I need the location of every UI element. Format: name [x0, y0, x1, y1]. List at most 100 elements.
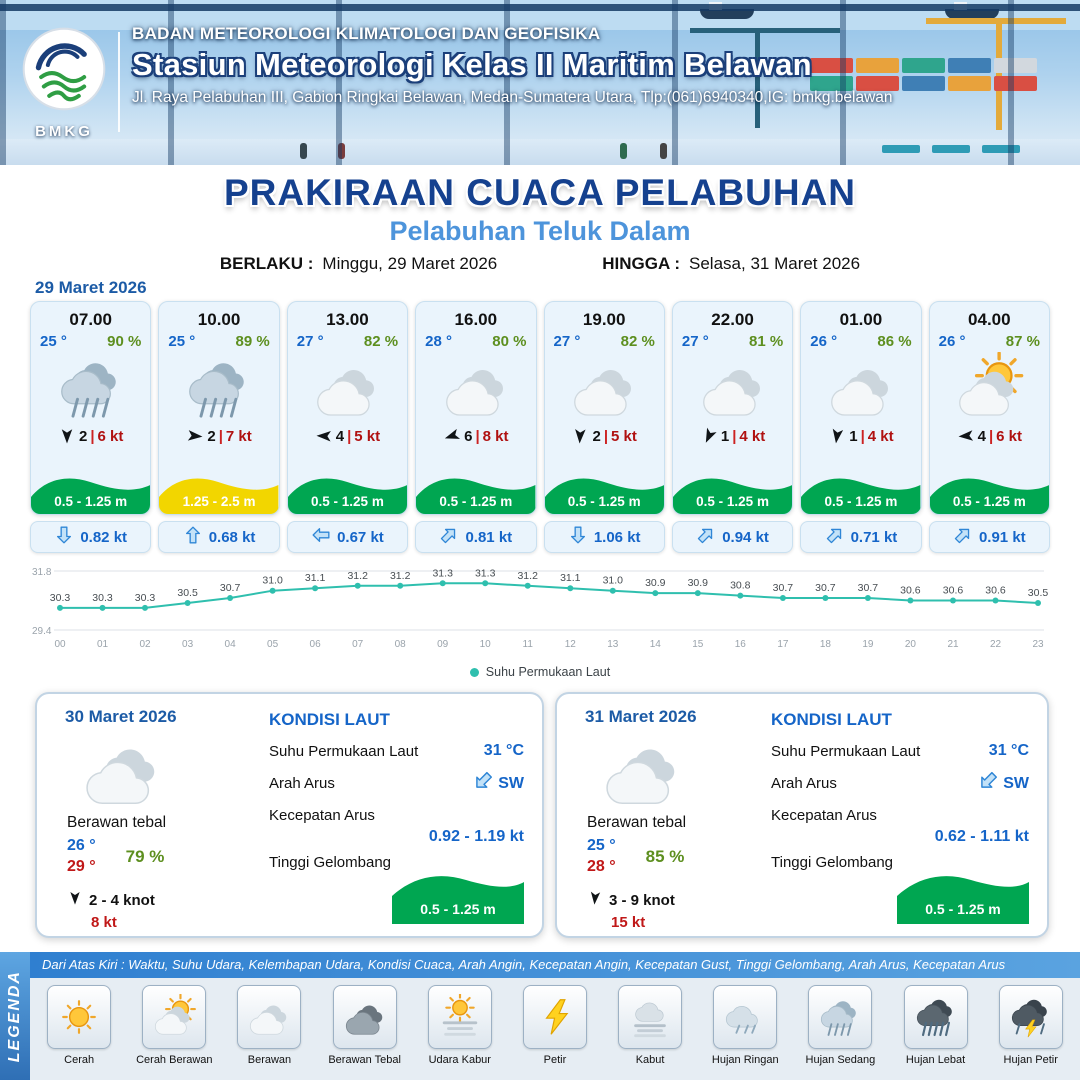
current-row: 0.67 kt [286, 521, 409, 553]
current-direction-icon [696, 525, 716, 549]
legend-item-cerah-berawan: Cerah Berawan [128, 985, 220, 1066]
forecast-temp: 25 ° [168, 333, 196, 350]
legend-item-label: Petir [543, 1054, 567, 1066]
svg-text:30.9: 30.9 [688, 577, 709, 589]
svg-text:31.2: 31.2 [347, 570, 368, 582]
wind-speed: 1 [720, 427, 730, 445]
legend-item-udara-kabur: Udara Kabur [414, 985, 506, 1066]
forecast-card: 16.00 28 ° 80 % 6 | 8 kt 0.5 - 1.25 m [415, 301, 537, 515]
separator: | [988, 427, 994, 445]
legend-item-label: Hujan Petir [1003, 1054, 1058, 1066]
fog-icon [618, 985, 683, 1049]
wind-direction-icon [587, 890, 603, 910]
separator: | [860, 427, 865, 445]
gust-speed: 5 kt [611, 427, 637, 445]
wind-speed: 1 [849, 427, 858, 445]
berlaku-label: BERLAKU : [219, 254, 314, 273]
weather-condition: Berawan tebal [587, 814, 687, 831]
cloud-icon [237, 985, 302, 1049]
svg-text:31.1: 31.1 [560, 572, 581, 584]
forecast-time: 19.00 [582, 310, 626, 329]
current-speed-value: 0.92 - 1.19 kt [428, 828, 524, 845]
sst-chart-plot: 31.8 29.4 30.3 00 30.3 01 30.3 02 30.5 03 30.7 04 31… [30, 556, 1050, 657]
svg-text:30.7: 30.7 [773, 582, 794, 594]
wind-speed: 2 [78, 427, 88, 445]
legend-item-label: Kabut [635, 1054, 665, 1066]
wave-height-graphic: 0.5 - 1.25 m [897, 866, 1029, 924]
forecast-time: 10.00 [197, 310, 241, 329]
svg-text:12: 12 [565, 639, 577, 650]
svg-text:30.7: 30.7 [858, 582, 879, 594]
svg-text:31.8: 31.8 [32, 567, 52, 578]
legend-item-hujan-sedang: Hujan Sedang [794, 985, 886, 1066]
wave-height-band: 0.5 - 1.25 m [929, 470, 1049, 514]
legend-item-label: Cerah Berawan [136, 1054, 213, 1066]
legend-item-berawan: Berawan [223, 985, 315, 1066]
svg-text:30.6: 30.6 [943, 585, 964, 597]
current-direction-label: Arah Arus [771, 775, 837, 792]
legend-item-label: Berawan [247, 1054, 292, 1066]
current-row: 0.81 kt [415, 521, 537, 553]
current-direction-icon [439, 525, 459, 549]
wind-direction-icon [700, 427, 718, 445]
svg-text:30.8: 30.8 [730, 580, 751, 592]
svg-text:19: 19 [862, 639, 874, 650]
humidity: 79 % [125, 846, 165, 866]
weather-icon-rain [31, 350, 150, 426]
weather-icon-rain [159, 350, 278, 426]
forecast-temp: 27 ° [553, 333, 581, 350]
sea-condition-title: KONDISI LAUT [269, 710, 390, 729]
current-row: 0.91 kt [928, 521, 1050, 553]
svg-text:08: 08 [395, 639, 407, 650]
wave-height-value: 0.5 - 1.25 m [567, 494, 641, 509]
weather-condition: Berawan tebal [67, 814, 167, 831]
wind-speed-range: 2 - 4 knot [89, 891, 155, 909]
cloud-dark-icon [332, 985, 397, 1049]
weather-icon-cloud [801, 350, 920, 426]
forecast-time: 13.00 [326, 310, 369, 329]
rain-light-icon [713, 985, 778, 1049]
wind-speed: 4 [335, 427, 345, 445]
legend-description: Dari Atas Kiri : Waktu, Suhu Udara, Kele… [30, 952, 1080, 978]
svg-text:30.5: 30.5 [1028, 587, 1049, 599]
svg-text:07: 07 [352, 639, 364, 650]
svg-text:10: 10 [480, 639, 492, 650]
current-direction-icon [183, 525, 203, 549]
forecast-humidity: 82 % [363, 333, 399, 350]
svg-text:30.5: 30.5 [177, 587, 198, 599]
current-speed: 0.94 kt [722, 528, 769, 546]
legend-marker-icon [469, 667, 479, 677]
wind-speed-range: 3 - 9 knot [609, 891, 675, 909]
forecast-column-07.00: 07.00 25 ° 90 % 2 | 6 kt 0.5 - 1.25 m 0.82 kt [30, 301, 152, 553]
wind-direction-icon [571, 427, 589, 445]
gust-speed: 8 kt [91, 914, 117, 931]
svg-text:31.0: 31.0 [262, 575, 283, 587]
gust-speed: 4 kt [867, 427, 894, 445]
separator: | [347, 427, 352, 445]
rain-heavy-icon [903, 985, 968, 1049]
wave-height-band: 1.25 - 2.5 m [159, 470, 279, 514]
weather-icon-cloud [288, 350, 407, 426]
sea-condition-title: KONDISI LAUT [771, 710, 892, 729]
chart-legend: Suhu Permukaan Laut [30, 665, 1050, 679]
hingga-value: Selasa, 31 Maret 2026 [689, 254, 861, 273]
gust-speed: 6 kt [97, 427, 124, 445]
svg-text:13: 13 [607, 639, 619, 650]
wave-height-band: 0.5 - 1.25 m [801, 470, 921, 514]
wind-direction-icon [58, 427, 76, 445]
current-direction-icon [825, 525, 845, 549]
svg-text:29.4: 29.4 [32, 626, 52, 637]
svg-text:30.7: 30.7 [220, 582, 241, 594]
forecast-column-19.00: 19.00 27 ° 82 % 2 | 5 kt 0.5 - 1.25 m 1.06 kt [543, 301, 665, 553]
current-speed: 1.06 kt [593, 528, 641, 546]
svg-text:30.6: 30.6 [900, 585, 921, 597]
weather-icon-cloud [545, 350, 664, 426]
svg-text:20: 20 [905, 639, 917, 650]
current-speed: 0.71 kt [850, 528, 898, 546]
weather-icon-cloud [79, 728, 165, 819]
svg-text:02: 02 [139, 639, 151, 650]
separator: | [90, 427, 95, 445]
current-row: 0.71 kt [800, 521, 922, 553]
rain-icon [808, 985, 873, 1049]
